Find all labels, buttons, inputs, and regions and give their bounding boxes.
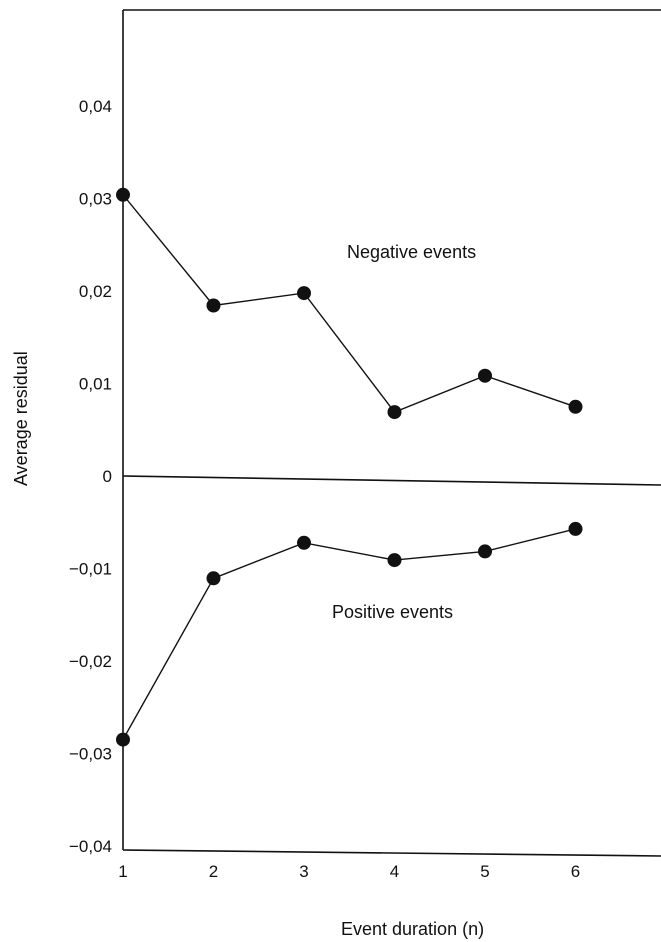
zero-line [122, 475, 661, 486]
y-tick-label: −0,02 [69, 652, 112, 671]
x-axis-label: Event duration (n) [341, 919, 484, 939]
data-point [206, 298, 221, 313]
x-tick-label: 3 [299, 862, 308, 881]
series-label-negative-events: Negative events [347, 242, 476, 262]
data-point [568, 399, 583, 414]
y-tick-label: 0,04 [79, 97, 112, 116]
x-tick-label: 6 [571, 862, 580, 881]
data-point [206, 571, 221, 586]
y-tick-label: 0 [103, 467, 112, 486]
series-group [116, 187, 583, 747]
data-point [478, 544, 492, 559]
y-tick-label: −0,04 [69, 837, 112, 856]
data-point [297, 535, 311, 550]
axes [122, 9, 661, 857]
y-tick-labels: 0,04 0,03 0,02 0,01 0 −0,01 −0,02 −0,03 −0,04 [69, 97, 112, 856]
x-tick-label: 5 [480, 862, 489, 881]
data-point [387, 405, 402, 420]
series-label-positive-events: Positive events [332, 602, 453, 622]
data-point [116, 187, 130, 202]
y-axis-label: Average residual [11, 351, 31, 486]
x-axis [122, 849, 661, 857]
y-tick-label: 0,01 [79, 375, 112, 394]
y-tick-label: 0,03 [79, 190, 112, 209]
series-line [122, 194, 576, 413]
data-point [297, 286, 311, 301]
x-tick-label: 2 [209, 862, 218, 881]
y-tick-label: −0,03 [69, 745, 112, 764]
data-point [478, 368, 492, 383]
x-tick-label: 4 [390, 862, 399, 881]
data-point [568, 521, 583, 536]
x-tick-labels: 1 2 3 4 5 6 [118, 862, 580, 881]
data-point [116, 732, 130, 747]
data-point [387, 553, 402, 568]
series-line [122, 528, 576, 740]
y-tick-label: 0,02 [79, 282, 112, 301]
x-tick-label: 1 [118, 862, 127, 881]
y-tick-label: −0,01 [69, 560, 112, 579]
